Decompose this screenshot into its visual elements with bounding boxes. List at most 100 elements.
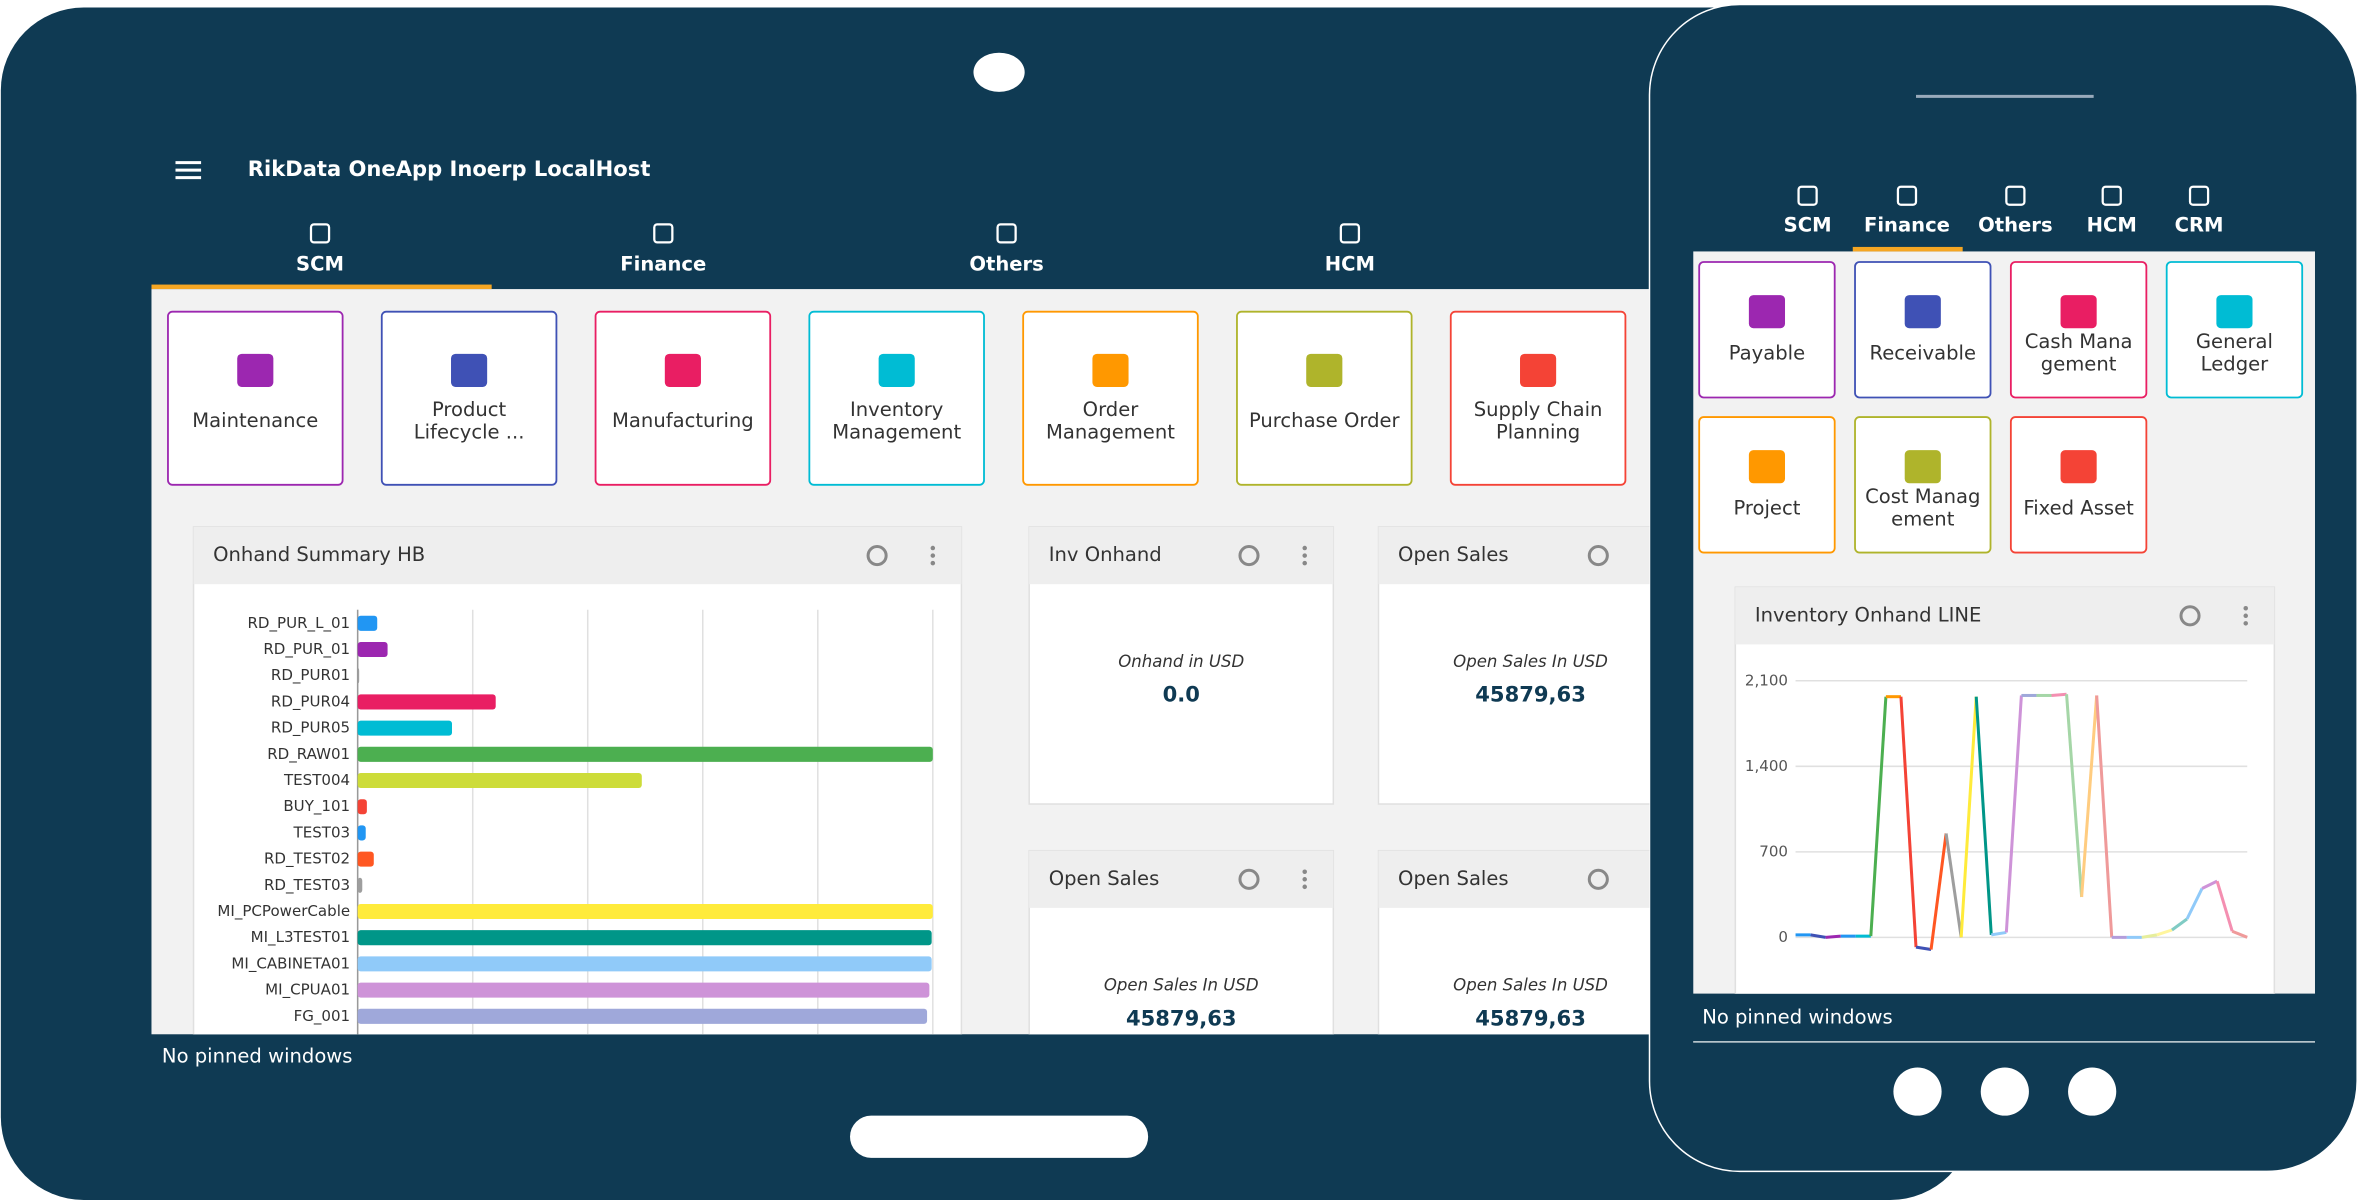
tile-icon [1904,295,1941,329]
line-segment [1810,933,1826,939]
line-segment [2095,695,2114,938]
line-segment [2171,917,2188,932]
app-tile[interactable] [380,310,558,486]
refresh-button[interactable] [1238,545,1260,567]
menu-dot[interactable] [1302,877,1307,882]
bar [357,851,374,867]
card-header [1029,526,1334,585]
tile-icon [451,353,488,387]
tile-icon [2060,295,2097,329]
y-tick-label: MI_PCPowerCable [217,902,350,921]
widget-value: 45879,63 [1126,1005,1237,1030]
app-tile[interactable] [1022,310,1199,486]
app-tile[interactable] [808,310,985,486]
tile-label: Order [1083,398,1140,421]
menu-dot[interactable] [930,560,936,566]
tab-label[interactable]: Others [1978,213,2052,236]
app-tile[interactable] [594,310,772,486]
y-tick-label: 0 [1778,928,1788,946]
tile-label: Purchase Order [1249,409,1401,432]
app-tile[interactable] [2009,416,2148,554]
line-segment [1944,833,1963,938]
refresh-button[interactable] [1238,868,1260,890]
widget-value: 0.0 [1163,682,1200,707]
y-tick-label: RD_PUR05 [271,719,350,738]
refresh-button[interactable] [1587,545,1609,567]
app-tile[interactable] [1698,416,1836,554]
bar [357,956,932,972]
bar [357,772,642,789]
tab-label[interactable]: Others [969,252,1043,275]
line-segment [1959,696,1978,938]
app-tile[interactable] [2009,261,2148,399]
menu-dot[interactable] [930,545,936,551]
tab-icon [1797,185,1818,206]
bar [357,930,932,946]
bar [357,903,933,920]
app-tile[interactable] [167,310,344,486]
line-segment [1869,696,1888,937]
tab-label[interactable]: SCM [1784,213,1832,236]
app-tile[interactable] [1698,261,1836,399]
tile-icon [1306,353,1343,387]
app-tile[interactable] [2165,261,2304,399]
refresh-button[interactable] [2179,605,2201,627]
app-tile[interactable] [1236,310,1413,486]
card-title: Inv Onhand [1049,543,1162,566]
home-button[interactable] [850,1115,1149,1158]
refresh-button[interactable] [866,545,888,567]
line-segment [1929,833,1948,950]
widget-label: Open Sales In USD [1453,652,1608,671]
tile-icon [2060,450,2097,484]
app-tile[interactable] [1449,310,1627,486]
menu-dot[interactable] [2243,613,2248,619]
tile-label: Management [832,420,961,443]
tab-label[interactable]: CRM [2175,213,2224,236]
tile-label: Fixed Asset [2023,496,2134,519]
refresh-button[interactable] [1587,868,1609,890]
tile-label: Inventory [850,398,943,421]
active-tab-indicator [151,284,492,290]
phone-button[interactable] [1980,1067,2029,1116]
menu-dot[interactable] [2243,621,2248,626]
tile-icon [878,353,915,387]
phone-button[interactable] [2068,1067,2117,1116]
line-segment [2185,887,2204,920]
y-tick-label: BUY_101 [283,797,350,816]
active-tab-indicator [1852,246,1963,252]
menu-dot[interactable] [1302,884,1307,890]
tile-icon [1904,450,1941,484]
y-tick-label: RD_PUR04 [271,692,350,711]
tab-label[interactable]: Finance [1864,213,1950,236]
menu-dot[interactable] [1302,545,1307,551]
y-tick-label: RD_PUR_01 [263,640,350,659]
tile-icon [664,353,701,387]
card-title: Open Sales [1398,543,1509,566]
menu-dot[interactable] [930,553,936,558]
bar [357,668,360,684]
app-tile[interactable] [1854,261,1992,399]
phone-button[interactable] [1893,1067,1942,1116]
card-title: Onhand Summary HB [213,543,425,566]
menu-dot[interactable] [1302,869,1307,875]
widget-label: Open Sales In USD [1453,976,1608,995]
line-segment [2051,692,2067,697]
line-segment [2004,695,2023,933]
menu-icon[interactable] [175,161,202,180]
camera [973,52,1025,92]
app-tile[interactable] [1854,416,1992,554]
line-segment [1825,934,1841,939]
tile-icon [1520,353,1557,387]
y-tick-label: RD_PUR_L_01 [247,614,350,633]
tab-label[interactable]: HCM [2087,213,2137,236]
menu-dot[interactable] [2243,606,2248,611]
tab-label[interactable]: SCM [296,252,344,275]
menu-dot[interactable] [1302,553,1307,558]
menu-dot[interactable] [1302,560,1307,566]
tab-label[interactable]: Finance [620,252,706,275]
card-header [193,526,962,585]
tab-label[interactable]: HCM [1325,252,1375,275]
widget-value: 45879,63 [1475,1005,1586,1030]
line-segment [2080,695,2099,898]
